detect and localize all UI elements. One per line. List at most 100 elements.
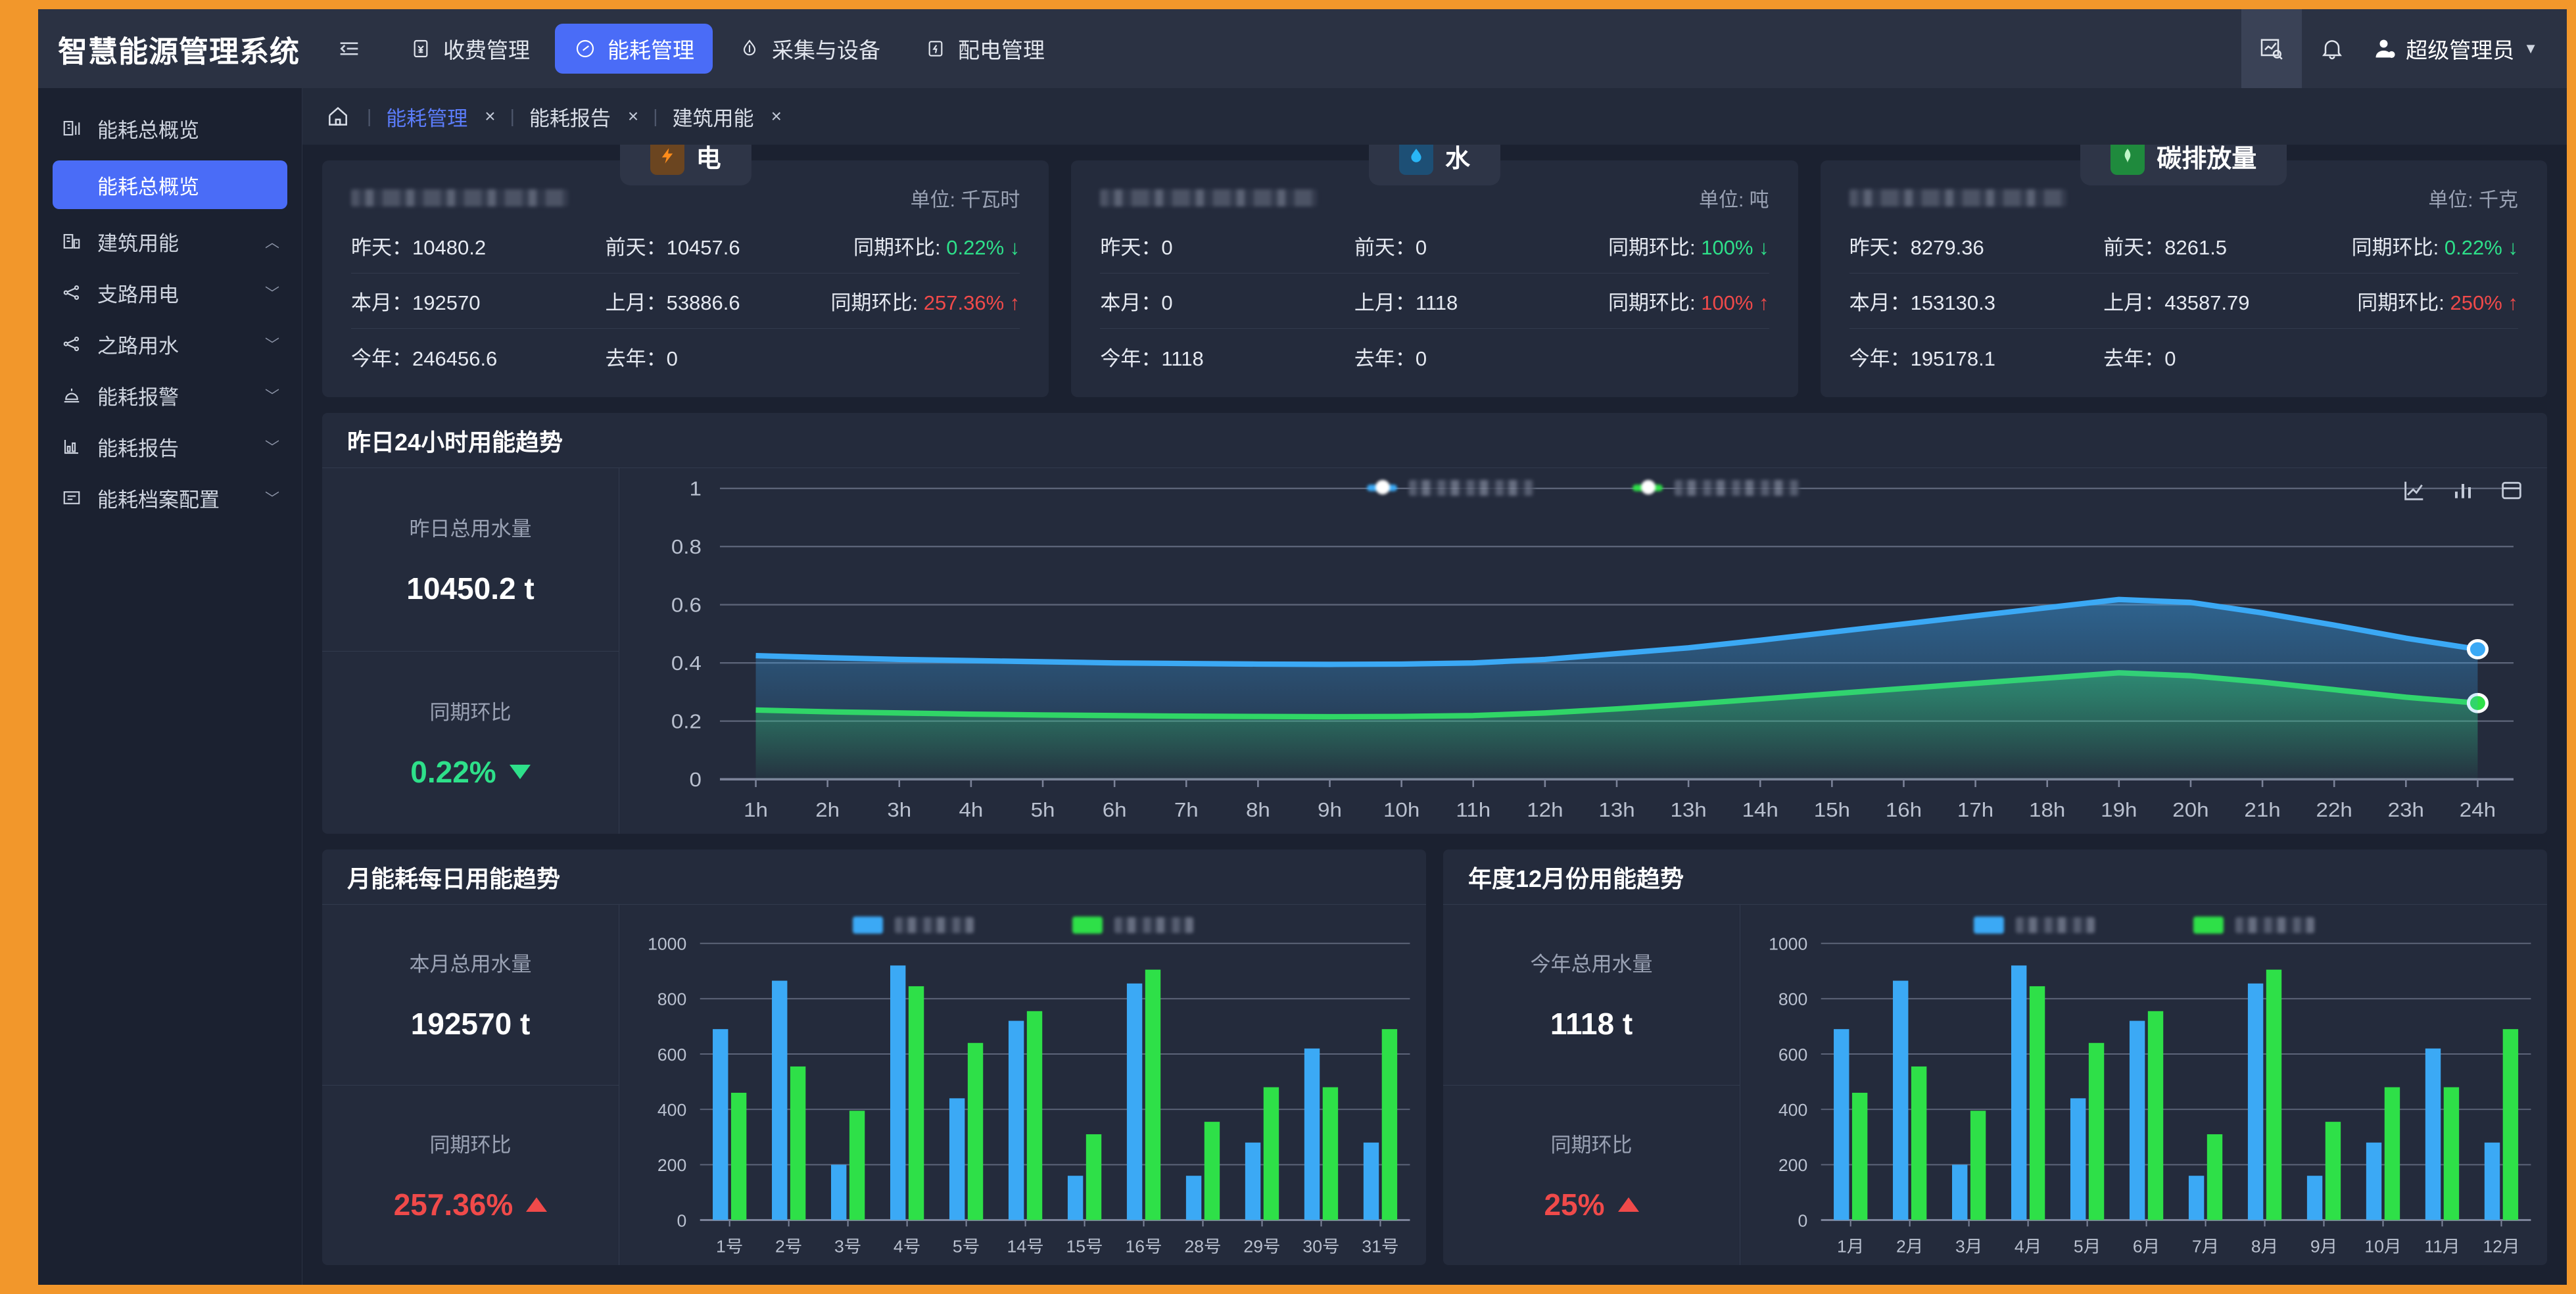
card-badge-electricity-label: 电 bbox=[696, 145, 721, 173]
home-icon[interactable] bbox=[323, 102, 352, 131]
collapse-menu-icon[interactable] bbox=[334, 34, 364, 64]
card-row: 本月：0 上月：1118 同期环比: 100% ↑ bbox=[1100, 274, 1769, 329]
card-badge-electricity: 电 bbox=[619, 145, 751, 185]
tab-energy-management[interactable]: 能耗管理 × bbox=[386, 102, 495, 132]
table-icon[interactable] bbox=[2498, 477, 2525, 504]
svg-text:22h: 22h bbox=[2316, 798, 2352, 821]
line-chart-icon[interactable] bbox=[2401, 477, 2427, 504]
close-icon[interactable]: × bbox=[771, 106, 782, 126]
monthly-chart-svg: 0 200 400 600 800 1000 1号 2号 3号 4号 5号 14号 15号 16号 28号 2… bbox=[648, 934, 1410, 1256]
tab-energy-report[interactable]: 能耗报告 × bbox=[529, 102, 638, 132]
sidebar-item-branch-water-label: 之路用水 bbox=[97, 334, 179, 358]
yearly-compare-value-wrap: 25% bbox=[1544, 1187, 1639, 1222]
monthly-total-caption: 本月总用水量 bbox=[409, 953, 532, 976]
svg-text:4号: 4号 bbox=[894, 1237, 920, 1256]
svg-text:16号: 16号 bbox=[1125, 1237, 1162, 1256]
arrow-up-icon: ↑ bbox=[2508, 291, 2518, 314]
bell-icon[interactable] bbox=[2302, 9, 2362, 88]
hourly-stat-column: 昨日总用水量 10450.2 t 同期环比 0.22% bbox=[322, 468, 619, 834]
svg-text:13h: 13h bbox=[1670, 798, 1706, 821]
compare-cell: 同期环比: 257.36% ↑ bbox=[806, 286, 1020, 316]
sidebar-item-archive-config[interactable]: 能耗档案配置 ﹀ bbox=[38, 472, 302, 523]
monthly-compare-value-wrap: 257.36% bbox=[394, 1187, 548, 1222]
redacted-card-title bbox=[351, 189, 568, 206]
chevron-down-icon: ﹀ bbox=[264, 439, 279, 456]
sidebar-item-overview-active[interactable]: 能耗总概览 bbox=[53, 160, 287, 209]
svg-text:0.6: 0.6 bbox=[671, 593, 702, 616]
value-day-before: 前天：10457.6 bbox=[605, 236, 740, 259]
sidebar-item-branch-water[interactable]: 之路用水 ﹀ bbox=[38, 318, 302, 370]
value-day-before: 前天：0 bbox=[1354, 236, 1427, 259]
svg-text:0.2: 0.2 bbox=[671, 709, 702, 732]
card-badge-water: 水 bbox=[1368, 145, 1500, 185]
chevron-down-icon: ﹀ bbox=[264, 491, 279, 507]
close-icon[interactable]: × bbox=[627, 106, 639, 126]
sidebar-item-branch-power[interactable]: 支路用电 ﹀ bbox=[38, 267, 302, 318]
nav-item-energy-label: 能耗管理 bbox=[608, 38, 695, 62]
hourly-line-chart[interactable]: 0 0.2 0.4 0.6 0.8 1 1h 2h 3h 4h 5h 6h 7h 8h 9h 10h 11h 12… bbox=[619, 468, 2547, 834]
svg-text:5月: 5月 bbox=[2074, 1237, 2101, 1256]
value-yesterday: 昨天：0 bbox=[1100, 236, 1173, 259]
bottom-panels: 月能耗每日用能趋势 本月总用水量 192570 t 同期环比 bbox=[322, 850, 2547, 1265]
sidebar-item-alarm-label: 能耗报警 bbox=[97, 385, 179, 409]
sidebar-item-report[interactable]: 能耗报告 ﹀ bbox=[38, 421, 302, 472]
sidebar-header-overview[interactable]: 能耗总概览 bbox=[38, 103, 302, 154]
svg-text:7月: 7月 bbox=[2192, 1237, 2219, 1256]
tab-divider: | bbox=[510, 106, 515, 126]
value-this-month: 本月：192570 bbox=[351, 291, 481, 314]
redacted-card-title bbox=[1100, 189, 1318, 206]
svg-text:24h: 24h bbox=[2460, 798, 2496, 821]
yearly-total-cell: 今年总用水量 1118 t bbox=[1443, 905, 1740, 1085]
svg-text:0: 0 bbox=[1798, 1211, 1807, 1230]
svg-text:19h: 19h bbox=[2101, 798, 2137, 821]
svg-text:400: 400 bbox=[657, 1101, 686, 1120]
monthly-bar-chart[interactable]: 0 200 400 600 800 1000 1号 2号 3号 4号 5号 14号 15号 16号 28号 2… bbox=[619, 905, 1426, 1265]
card-unit-water: 单位: 吨 bbox=[1698, 189, 1769, 211]
nav-item-collection[interactable]: 采集与设备 bbox=[719, 24, 899, 74]
svg-text:28号: 28号 bbox=[1184, 1237, 1221, 1256]
user-menu[interactable]: 超级管理员 ▼ bbox=[2362, 33, 2567, 64]
card-row: 今年：246456.6 去年：0 bbox=[351, 329, 1020, 384]
nav-item-distribution[interactable]: 配电管理 bbox=[905, 24, 1063, 74]
svg-text:6h: 6h bbox=[1103, 798, 1127, 821]
card-unit-carbon: 单位: 千克 bbox=[2428, 189, 2518, 211]
svg-text:200: 200 bbox=[1778, 1156, 1807, 1175]
hourly-compare-cell: 同期环比 0.22% bbox=[322, 650, 619, 834]
sidebar-item-building[interactable]: 建筑用能 ︿ bbox=[38, 216, 302, 267]
tab-divider: | bbox=[653, 106, 658, 126]
nav-item-fee[interactable]: 收费管理 bbox=[391, 24, 548, 74]
compare-cell: 同期环比: 100% ↑ bbox=[1555, 286, 1769, 316]
tab-building-energy[interactable]: 建筑用能 × bbox=[673, 102, 782, 132]
svg-text:15号: 15号 bbox=[1066, 1237, 1103, 1256]
compare-label: 同期环比: bbox=[2351, 236, 2439, 259]
close-icon[interactable]: × bbox=[485, 106, 496, 126]
card-row: 今年：195178.1 去年：0 bbox=[1849, 329, 2518, 384]
panel-yearly-title: 年度12月份用能趋势 bbox=[1443, 850, 2547, 905]
app-body: 能耗总概览 能耗总概览 建筑用能 ︿ bbox=[38, 88, 2567, 1285]
svg-text:12月: 12月 bbox=[2483, 1237, 2519, 1256]
svg-text:1h: 1h bbox=[744, 798, 768, 821]
svg-text:600: 600 bbox=[1778, 1045, 1807, 1064]
sidebar-item-alarm[interactable]: 能耗报警 ﹀ bbox=[38, 370, 302, 421]
svg-text:14h: 14h bbox=[1742, 798, 1778, 821]
nav-item-energy[interactable]: 能耗管理 bbox=[555, 24, 713, 74]
card-badge-water-label: 水 bbox=[1444, 145, 1470, 173]
lightning-icon bbox=[650, 145, 684, 175]
svg-text:800: 800 bbox=[1778, 990, 1807, 1009]
svg-text:1: 1 bbox=[689, 477, 701, 500]
triangle-down-icon bbox=[509, 764, 531, 779]
report-search-icon[interactable] bbox=[2241, 9, 2302, 88]
sidebar-item-archive-config-label: 能耗档案配置 bbox=[97, 488, 220, 512]
bar-chart-icon[interactable] bbox=[2450, 477, 2476, 504]
hourly-compare-value-wrap: 0.22% bbox=[410, 754, 531, 790]
monthly-compare-value: 257.36% bbox=[393, 1187, 513, 1222]
sidebar-item-report-label: 能耗报告 bbox=[97, 437, 179, 460]
yearly-bar-chart[interactable]: 0 200 400 600 800 1000 1月 2月 3月 4月 5月 6月 7月 8月 9月 10月 11… bbox=[1740, 905, 2547, 1265]
svg-text:1月: 1月 bbox=[1837, 1237, 1864, 1256]
svg-text:2h: 2h bbox=[815, 798, 840, 821]
chevron-up-icon: ︿ bbox=[264, 234, 279, 251]
card-badge-carbon: 碳排放量 bbox=[2080, 145, 2287, 185]
panel-monthly-title: 月能耗每日用能趋势 bbox=[322, 850, 1426, 905]
panel-hourly-body: 昨日总用水量 10450.2 t 同期环比 0.22% bbox=[322, 468, 2547, 834]
